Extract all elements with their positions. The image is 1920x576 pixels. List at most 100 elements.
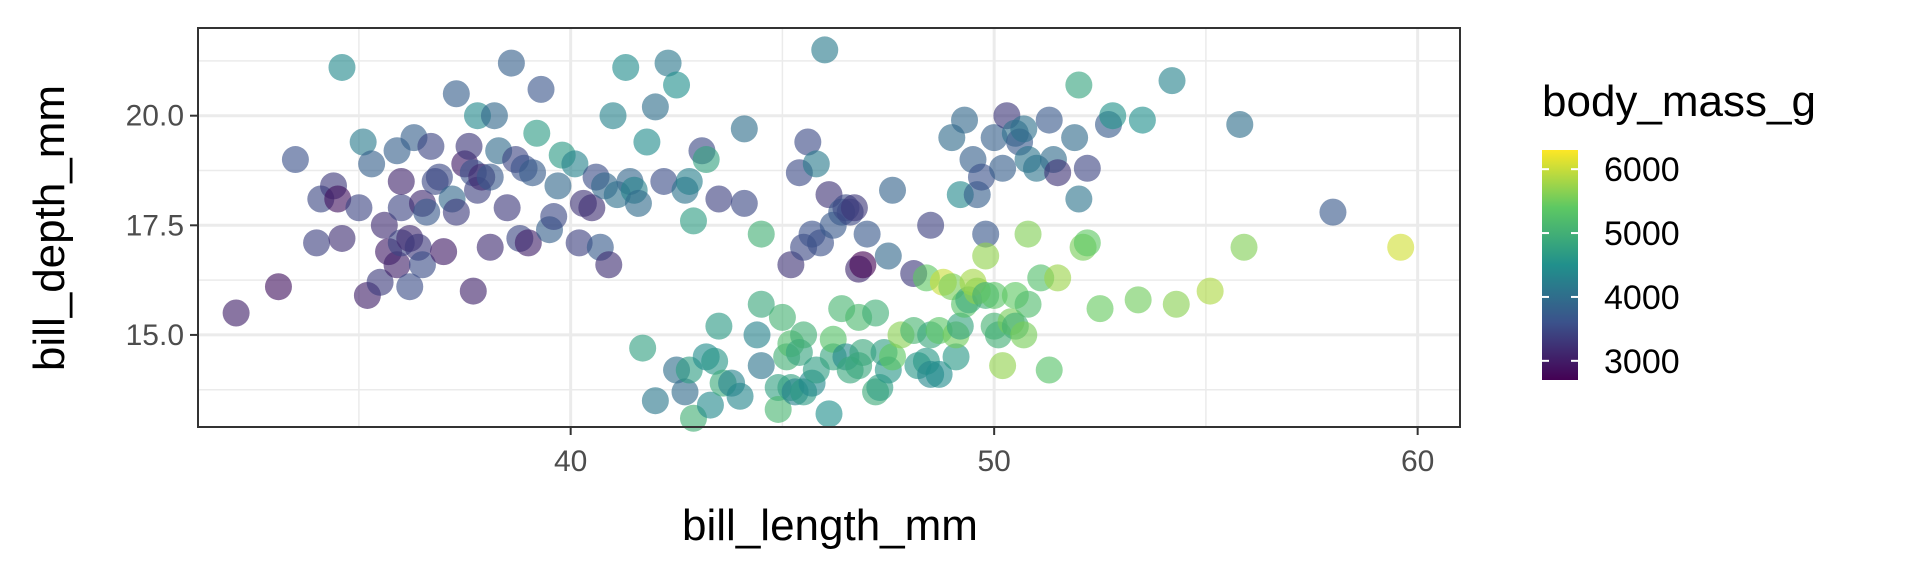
legend-title: body_mass_g bbox=[1542, 77, 1816, 126]
data-point bbox=[747, 352, 775, 380]
data-point bbox=[980, 124, 1008, 152]
data-point bbox=[1044, 264, 1072, 292]
data-point bbox=[349, 128, 377, 156]
data-point bbox=[493, 194, 521, 222]
data-point bbox=[862, 299, 890, 327]
data-point bbox=[790, 321, 818, 349]
data-point bbox=[281, 146, 309, 174]
data-point bbox=[387, 167, 415, 195]
data-point bbox=[1065, 185, 1093, 213]
data-point bbox=[815, 400, 843, 428]
data-point bbox=[480, 102, 508, 130]
data-point bbox=[768, 303, 796, 331]
x-tick-label: 50 bbox=[977, 445, 1010, 478]
data-point bbox=[442, 80, 470, 108]
data-point bbox=[671, 378, 699, 406]
data-point bbox=[561, 150, 589, 178]
data-point bbox=[345, 194, 373, 222]
data-point bbox=[946, 312, 974, 340]
data-point bbox=[853, 220, 881, 248]
data-point bbox=[726, 382, 754, 410]
data-point bbox=[951, 106, 979, 134]
data-point bbox=[849, 338, 877, 366]
data-point bbox=[303, 229, 331, 257]
data-point bbox=[730, 189, 758, 217]
data-point bbox=[879, 176, 907, 204]
data-point bbox=[641, 93, 669, 121]
x-tick-label: 60 bbox=[1401, 445, 1434, 478]
data-point bbox=[696, 391, 724, 419]
data-point bbox=[519, 159, 547, 187]
data-point bbox=[705, 185, 733, 213]
data-point bbox=[1044, 159, 1072, 187]
data-point bbox=[1158, 67, 1186, 95]
data-point bbox=[692, 146, 720, 174]
data-point bbox=[408, 251, 436, 279]
data-point bbox=[497, 49, 525, 77]
data-point bbox=[1061, 124, 1089, 152]
data-point bbox=[743, 321, 771, 349]
data-point bbox=[1014, 220, 1042, 248]
data-point bbox=[544, 172, 572, 200]
data-point bbox=[917, 211, 945, 239]
x-tick-label: 40 bbox=[554, 445, 587, 478]
data-point bbox=[1387, 233, 1415, 261]
data-point bbox=[802, 150, 830, 178]
data-point bbox=[980, 281, 1008, 309]
data-point bbox=[624, 189, 652, 217]
data-point bbox=[675, 167, 703, 195]
data-point bbox=[1073, 229, 1101, 257]
data-point bbox=[641, 387, 669, 415]
data-point bbox=[1128, 106, 1156, 134]
data-point bbox=[849, 251, 877, 279]
data-point bbox=[599, 102, 627, 130]
axes: 40 50 60 15.0 17.5 20.0 bbox=[126, 27, 1461, 478]
data-point bbox=[396, 273, 424, 301]
data-point bbox=[565, 229, 593, 257]
x-axis-title: bill_length_mm bbox=[682, 501, 978, 550]
data-point bbox=[1035, 106, 1063, 134]
data-point bbox=[1099, 102, 1127, 130]
data-point bbox=[879, 343, 907, 371]
data-point bbox=[417, 132, 445, 160]
data-points bbox=[222, 36, 1415, 432]
data-point bbox=[679, 207, 707, 235]
data-point bbox=[764, 395, 792, 423]
data-point bbox=[747, 220, 775, 248]
data-point bbox=[701, 347, 729, 375]
data-point bbox=[989, 352, 1017, 380]
data-point bbox=[972, 220, 1000, 248]
data-point bbox=[1319, 198, 1347, 226]
y-tick-label: 20.0 bbox=[126, 100, 184, 133]
colorbar-legend: body_mass_g 3000 4000 5000 6000 bbox=[1542, 77, 1816, 381]
data-point bbox=[430, 238, 458, 266]
data-point bbox=[967, 163, 995, 191]
data-point bbox=[540, 203, 568, 231]
data-point bbox=[527, 75, 555, 103]
data-point bbox=[328, 53, 356, 81]
data-point bbox=[1010, 321, 1038, 349]
data-point bbox=[650, 167, 678, 195]
data-point bbox=[476, 163, 504, 191]
data-point bbox=[663, 71, 691, 99]
data-point bbox=[874, 242, 902, 270]
data-point bbox=[942, 343, 970, 371]
colorbar-tick-label: 5000 bbox=[1604, 215, 1680, 253]
colorbar-tick-label: 4000 bbox=[1604, 279, 1680, 317]
data-point bbox=[633, 128, 661, 156]
data-point bbox=[459, 277, 487, 305]
colorbar-ticks: 3000 4000 5000 6000 bbox=[1542, 151, 1680, 381]
data-point bbox=[358, 150, 386, 178]
data-point bbox=[730, 115, 758, 143]
data-point bbox=[264, 273, 292, 301]
data-point bbox=[595, 251, 623, 279]
data-point bbox=[612, 53, 640, 81]
data-point bbox=[425, 163, 453, 191]
data-point bbox=[387, 194, 415, 222]
data-point bbox=[370, 211, 398, 239]
data-point bbox=[222, 299, 250, 327]
data-point bbox=[989, 154, 1017, 182]
data-point bbox=[1196, 277, 1224, 305]
data-point bbox=[523, 119, 551, 147]
